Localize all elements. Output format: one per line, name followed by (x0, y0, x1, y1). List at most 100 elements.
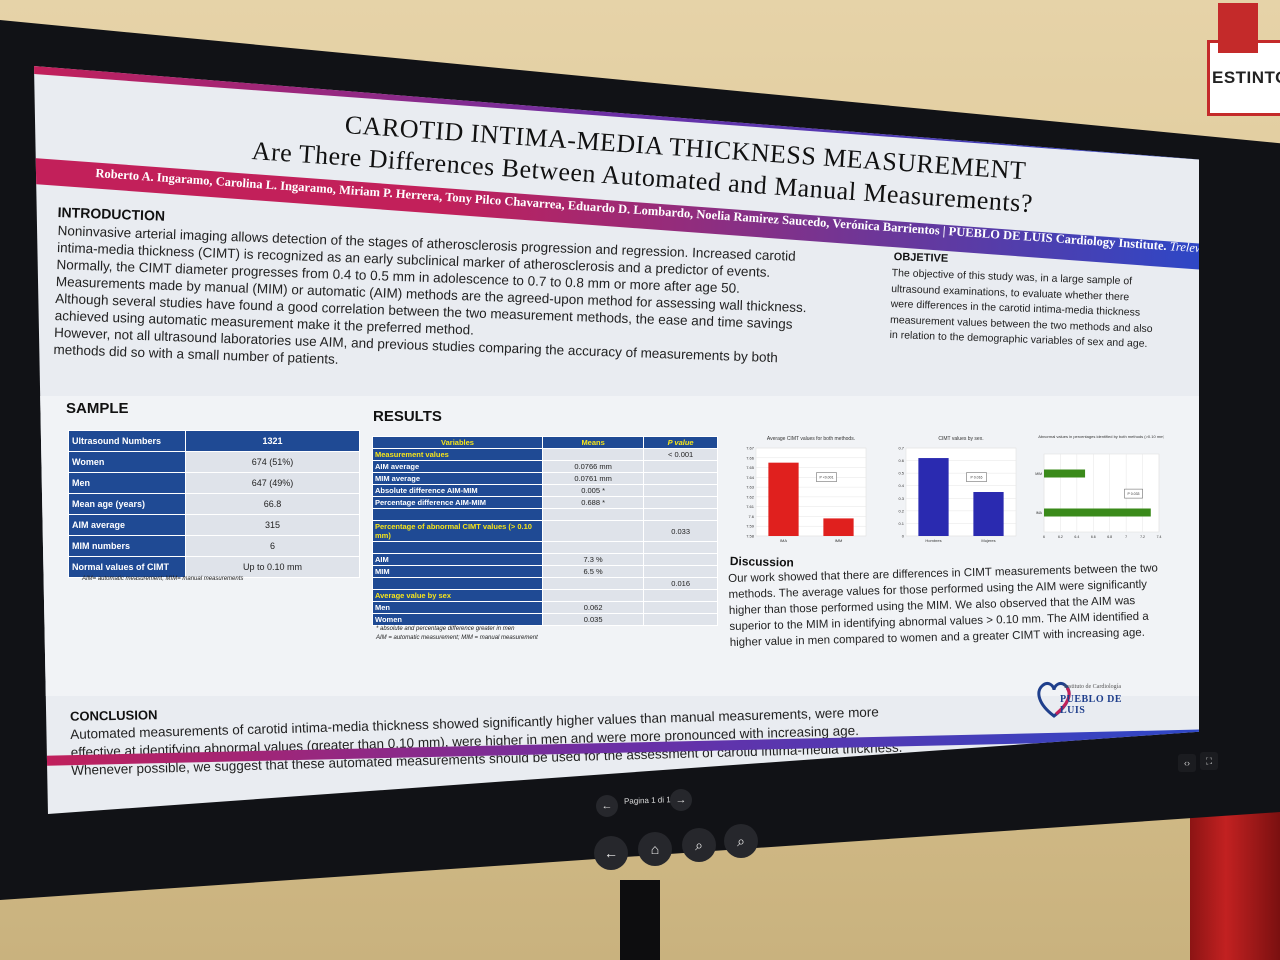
back-button[interactable]: ← (594, 836, 628, 870)
results-header-means: Means (541, 436, 645, 449)
results-cell: Absolute difference AIM-MIM (372, 484, 543, 497)
results-cell: MIM (372, 565, 543, 578)
chart-tick-label: 6.6 (1091, 535, 1096, 539)
chart-tick-label: 6 (1043, 535, 1045, 539)
results-cell: AIM average (372, 460, 543, 473)
fullscreen-button[interactable]: ⛶ (1200, 752, 1218, 770)
extinguisher-sign: ESTINTO (1207, 3, 1280, 116)
sample-value: 315 (185, 514, 360, 536)
chart-tick-label: 7.6 (748, 514, 754, 519)
logo-institute-label: Instituto de Cardiología (1064, 684, 1121, 690)
chart-tick-label: 7.58 (746, 534, 755, 539)
intro-text: Noninvasive arterial imaging allows dete… (53, 222, 877, 387)
page-indicator: Pagina 1 di 1 (623, 795, 671, 806)
results-row: Absolute difference AIM-MIM 0.005 * (372, 484, 718, 497)
conclusion-heading: CONCLUSION (69, 707, 158, 724)
results-cell: 7.3 % (541, 553, 645, 566)
chart-tick-label: 7 (1125, 535, 1127, 539)
results-cell: 0.033 (643, 520, 718, 542)
results-row: Percentage difference AIM-MIM 0.688 * (372, 496, 718, 509)
zoom-out-button[interactable]: ⌕ (682, 828, 716, 862)
results-header-row: Variables Means P value (372, 436, 718, 449)
results-cell (643, 601, 718, 614)
sample-value: 66.8 (185, 493, 360, 515)
chart-pvalue-label: P 0.033 (1127, 492, 1139, 496)
chart-category-label: Mujeres (981, 538, 995, 543)
sample-row: Mean age (years) 66.8 (68, 493, 360, 515)
chart-bar (823, 518, 854, 536)
chart-bar (973, 492, 1004, 536)
charts-panel: Average CIMT values for both methods. 7.6… (746, 434, 1164, 543)
intro-heading: INTRODUCTION (57, 204, 166, 224)
heart-logo-icon (1037, 682, 1071, 718)
sample-key: Women (68, 451, 186, 473)
sample-value: 647 (49%) (185, 472, 360, 494)
results-cell: 0.016 (643, 577, 718, 590)
results-cell: MIM average (372, 472, 543, 485)
results-row: Men 0.062 (372, 601, 718, 614)
chart-title: Abnormal values in percentages identifie… (1038, 434, 1164, 439)
results-heading: RESULTS (373, 408, 442, 425)
results-header-pvalue: P value (643, 436, 718, 449)
chart-tick-label: 7.62 (746, 494, 755, 499)
chart-tick-label: 0.3 (898, 496, 904, 501)
sample-key: Normal values of CIMT (68, 556, 186, 578)
chart-tick-label: 7.59 (746, 524, 755, 529)
chart-bar (1044, 508, 1151, 517)
results-row: MIM 6.5 % (372, 565, 718, 578)
results-cell (372, 508, 543, 521)
results-cell (643, 565, 718, 578)
results-note-1: * absolute and percentage difference gre… (376, 626, 515, 632)
institute-logo: Instituto de Cardiología PUEBLO DE LUIS (1034, 676, 1144, 726)
chart-tick-label: 7.64 (746, 475, 755, 480)
results-cell: Percentage difference AIM-MIM (372, 496, 543, 509)
sample-row: Men 647 (49%) (68, 472, 360, 494)
chart-tick-label: 7.63 (746, 485, 755, 490)
objective-text: The objective of this study was, in a la… (889, 266, 1182, 354)
results-cell: Percentage of abnormal CIMT values (> 0.… (372, 520, 543, 542)
chart-cimt-by-sex: CIMT values by sex. 0.7 0.6 0.5 0.4 0.3 0.2 0.1… (898, 436, 1017, 543)
results-cell (541, 520, 645, 542)
results-cell (541, 541, 645, 554)
chart-pvalue-label: P 0.016 (970, 476, 982, 480)
chart-tick-label: 0.7 (898, 446, 904, 451)
results-cell (541, 577, 645, 590)
home-button[interactable]: ⌂ (638, 832, 672, 866)
zoom-in-button[interactable]: ⌕ (724, 824, 758, 858)
chart-tick-label: 6.8 (1107, 535, 1112, 539)
prev-page-button[interactable]: ← (596, 795, 618, 817)
chart-average-cimt: Average CIMT values for both methods. 7.6… (746, 436, 867, 543)
results-cell (643, 613, 718, 626)
sample-row: Women 674 (51%) (68, 451, 360, 473)
results-cell: Women (372, 613, 543, 626)
results-cell: AIM (372, 553, 543, 566)
chart-bar (768, 462, 799, 536)
next-page-button[interactable]: → (670, 789, 692, 811)
results-cell (643, 541, 718, 554)
results-cell: Measurement values (372, 448, 543, 461)
results-cell: Men (372, 601, 543, 614)
sign-text: ESTINTO (1212, 68, 1280, 87)
chart-category-label: IMA (1036, 511, 1043, 515)
chart-tick-label: 6.4 (1074, 535, 1079, 539)
chart-abnormal-values: Abnormal values in percentages identifie… (1035, 434, 1164, 539)
results-row (372, 541, 718, 554)
results-cell: Average value by sex (372, 589, 543, 602)
results-cell (541, 508, 645, 521)
chart-pvalue-label: P <0.001 (819, 476, 833, 480)
results-table: Variables Means P value Measurement valu… (372, 436, 718, 626)
sample-key: MIM numbers (68, 535, 186, 557)
results-note-2: AIM = automatic measurement; MIM = manua… (376, 635, 538, 641)
results-cell (643, 589, 718, 602)
results-cell (541, 448, 645, 461)
results-row: Average value by sex (372, 589, 718, 602)
sample-table: Ultrasound Numbers 1321 Women 674 (51%) Men 6… (68, 430, 360, 578)
chart-title: Average CIMT values for both methods. (767, 436, 855, 442)
results-row: Women 0.035 (372, 613, 718, 626)
sample-value: 1321 (185, 430, 360, 452)
chart-tick-label: 7.65 (746, 465, 755, 470)
monitor-stand (620, 880, 660, 960)
code-view-button[interactable]: ‹› (1178, 754, 1196, 772)
results-cell: 0.035 (541, 613, 645, 626)
chart-tick-label: 7.61 (746, 504, 755, 509)
